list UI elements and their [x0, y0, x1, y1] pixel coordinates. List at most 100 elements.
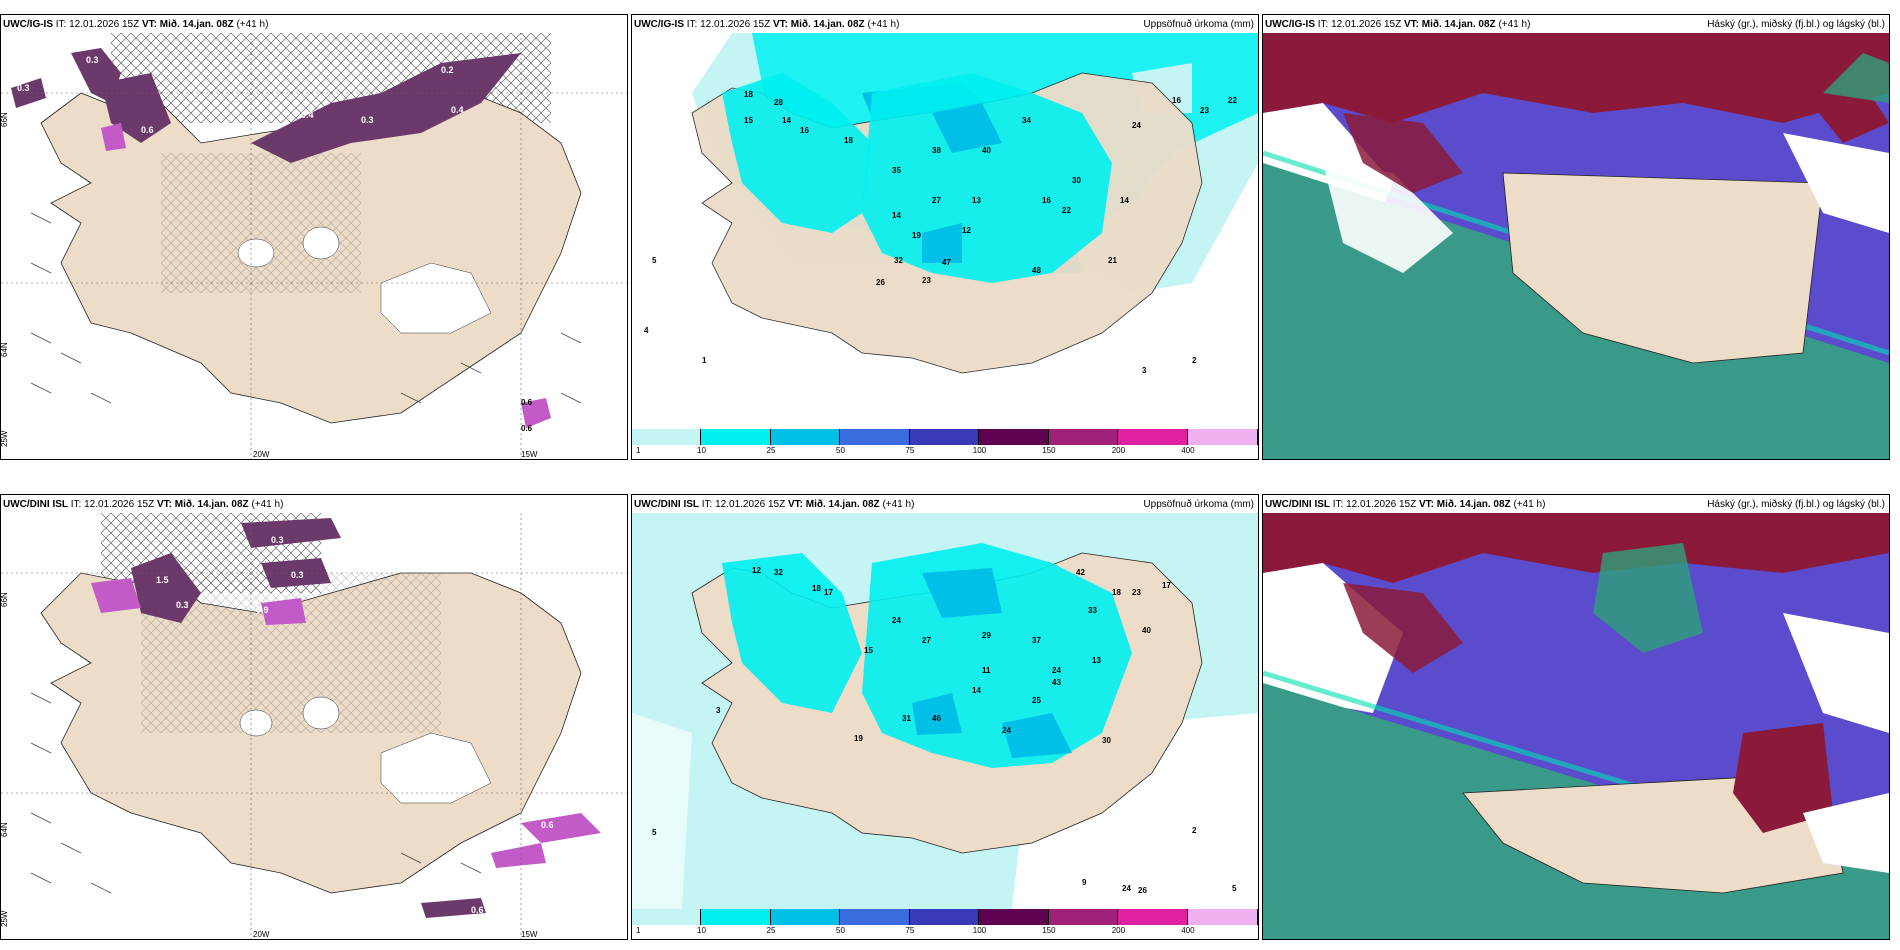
snow-label: 0.9	[256, 605, 269, 615]
precip-value: 14	[1120, 196, 1129, 205]
precip-value: 40	[1142, 626, 1151, 635]
colorbar-tick: 400	[1181, 446, 1195, 455]
precip-value: 22	[1062, 206, 1071, 215]
precip-value: 48	[1032, 266, 1041, 275]
panel-header: UWC/IG-IS IT: 12.01.2026 15Z VT: Mið. 14…	[3, 17, 623, 33]
precip-value: 9	[1082, 878, 1087, 887]
precip-value: 18	[1112, 588, 1121, 597]
snow-label: 0.3	[271, 535, 284, 545]
valid-time: Mið. 14.jan. 08Z	[790, 19, 865, 30]
precip-value: 34	[1022, 116, 1031, 125]
panel-header: UWC/DINI ISL IT: 12.01.2026 15Z VT: Mið.…	[1265, 497, 1885, 513]
precip-value: 29	[982, 631, 991, 640]
precip-value: 3	[1142, 366, 1147, 375]
precip-value: 13	[972, 196, 981, 205]
colorbar-tick: 50	[836, 446, 845, 455]
precip-value: 5	[1232, 884, 1237, 893]
precip-value: 2	[1192, 826, 1197, 835]
lat-label: 66N	[1, 592, 9, 607]
cloud-map	[1263, 33, 1889, 459]
snow-label: 0.2	[441, 65, 454, 75]
snow-label: 0.3	[176, 600, 189, 610]
valid-time: Mið. 14.jan. 08Z	[159, 19, 234, 30]
precip-value: 4	[644, 326, 649, 335]
lon-label: 20W	[253, 450, 270, 459]
colorbar-tick: 100	[972, 926, 987, 935]
panel-header: UWC/DINI ISL IT: 12.01.2026 15Z VT: Mið.…	[3, 497, 623, 513]
model-name: UWC/IG-IS	[634, 19, 684, 30]
panel-precip-dini: UWC/DINI ISL IT: 12.01.2026 15Z VT: Mið.…	[631, 494, 1259, 940]
vt-label: VT:	[1403, 19, 1419, 30]
vt-label: VT:	[772, 19, 788, 30]
precip-value: 26	[876, 278, 885, 287]
lead-time: (+41 h)	[1513, 499, 1546, 510]
panel-wind-igis: UWC/IG-IS IT: 12.01.2026 15Z VT: Mið. 14…	[0, 14, 628, 460]
valid-time: Mið. 14.jan. 08Z	[1436, 499, 1511, 510]
precip-value: 32	[774, 568, 783, 577]
wind-map: 0.3 0.3 0.2 0.6 0.4 0.3 0.4 0.6 0.6 66N …	[1, 33, 627, 459]
colorbar: 1 10 25 50 75 100 150 200 400	[632, 429, 1258, 459]
precip-value: 24	[1002, 726, 1011, 735]
lead-time: (+41 h)	[1498, 19, 1531, 30]
model-name: UWC/IG-IS	[3, 19, 53, 30]
snow-label: 0.4	[451, 105, 464, 115]
colorbar-tick: 200	[1111, 926, 1126, 935]
snow-label: 0.3	[86, 55, 99, 65]
colorbar: 1 10 25 50 75 100 150 200 400	[632, 909, 1258, 939]
precip-value: 18	[812, 584, 821, 593]
precip-value: 14	[782, 116, 791, 125]
panel-precip-igis: UWC/IG-IS IT: 12.01.2026 15Z VT: Mið. 14…	[631, 14, 1259, 460]
precip-value: 2	[1192, 356, 1197, 365]
precip-value: 16	[1042, 196, 1051, 205]
snow-label: 0.6	[521, 398, 533, 407]
snow-label: 0.3	[291, 570, 304, 580]
precip-value: 14	[892, 211, 901, 220]
lon-label: 15W	[521, 930, 538, 939]
precip-value: 24	[1122, 884, 1131, 893]
precip-value: 23	[1200, 106, 1209, 115]
colorbar-tick: 25	[766, 926, 776, 935]
precip-value: 33	[1088, 606, 1097, 615]
precip-value: 1	[702, 356, 707, 365]
snow-label: 0.6	[541, 820, 554, 830]
model-name: UWC/DINI ISL	[1265, 499, 1330, 510]
lead-time: (+41 h)	[882, 499, 915, 510]
precip-value: 38	[932, 146, 941, 155]
precip-value: 18	[744, 90, 753, 99]
precip-value: 21	[1108, 256, 1117, 265]
panel-header: UWC/DINI ISL IT: 12.01.2026 15Z VT: Mið.…	[634, 497, 1254, 513]
field-title: Uppsöfnuð úrkoma (mm)	[1143, 19, 1254, 30]
init-time: IT: 12.01.2026 15Z	[1317, 19, 1402, 30]
precip-value: 15	[744, 116, 753, 125]
vt-label: VT:	[141, 19, 157, 30]
precip-value: 18	[844, 136, 853, 145]
precip-value: 24	[1052, 666, 1061, 675]
snow-label: 0.4	[301, 110, 314, 120]
lat-label: 64N	[1, 822, 9, 837]
init-time: IT: 12.01.2026 15Z	[70, 499, 155, 510]
precip-value: 35	[892, 166, 901, 175]
precip-value: 27	[922, 636, 931, 645]
precip-value: 26	[1138, 886, 1147, 895]
lon-label: 25W	[1, 910, 9, 927]
lon-label: 25W	[1, 430, 9, 447]
precip-value: 19	[854, 734, 863, 743]
precip-value: 22	[1228, 96, 1237, 105]
field-title: Uppsöfnuð úrkoma (mm)	[1143, 499, 1254, 510]
panel-wind-dini: UWC/DINI ISL IT: 12.01.2026 15Z VT: Mið.…	[0, 494, 628, 940]
model-name: UWC/IG-IS	[1265, 19, 1315, 30]
vt-label: VT:	[1418, 499, 1434, 510]
precip-value: 12	[962, 226, 971, 235]
field-title: Háský (gr.), miðský (fj.bl.) og lágský (…	[1707, 19, 1885, 30]
precip-value: 42	[1076, 568, 1085, 577]
precip-value: 23	[922, 276, 931, 285]
precip-value: 16	[800, 126, 809, 135]
colorbar-tick: 75	[905, 446, 915, 455]
lead-time: (+41 h)	[867, 19, 900, 30]
precip-value: 37	[1032, 636, 1041, 645]
precip-value: 32	[894, 256, 903, 265]
cloud-map	[1263, 513, 1889, 939]
colorbar-tick: 100	[972, 446, 987, 455]
precip-value: 46	[932, 714, 941, 723]
precip-value: 27	[932, 196, 941, 205]
